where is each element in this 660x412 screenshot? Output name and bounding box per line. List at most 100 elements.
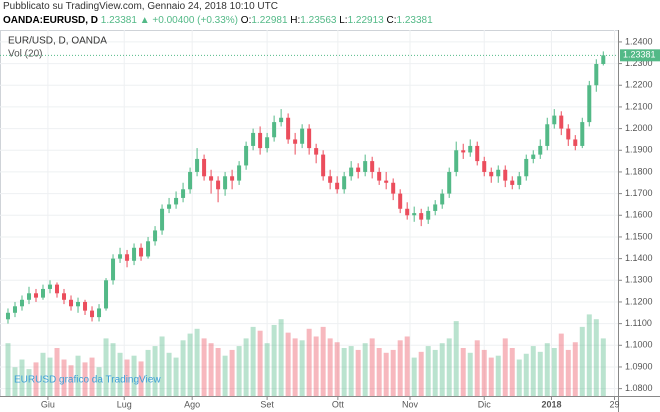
candle-body xyxy=(90,310,95,318)
volume-bar xyxy=(152,346,158,396)
candle-body xyxy=(454,150,459,172)
y-tick-label: 1.2200 xyxy=(625,80,653,90)
candle-body xyxy=(216,180,221,190)
candle-body xyxy=(300,128,305,144)
volume-bar xyxy=(264,343,270,396)
candle-body xyxy=(167,204,172,209)
candle-body xyxy=(5,312,10,320)
candle-body xyxy=(321,154,326,177)
volume-bar xyxy=(404,336,410,396)
candle-body xyxy=(139,247,144,257)
volume-bar xyxy=(159,336,165,396)
candle-body xyxy=(26,293,31,300)
volume-bar xyxy=(572,342,578,396)
candle-body xyxy=(370,161,375,172)
candle-body xyxy=(132,247,137,261)
volume-bar xyxy=(201,338,207,396)
volume-bar xyxy=(278,319,284,396)
volume-bar xyxy=(516,359,522,396)
candle-body xyxy=(41,288,46,298)
candle-body xyxy=(566,128,571,140)
volume-bar xyxy=(551,348,557,396)
volume-bar xyxy=(208,343,214,396)
y-tick-label: 1.1400 xyxy=(625,253,653,263)
candle-body xyxy=(223,176,228,190)
candle-body xyxy=(391,182,396,194)
y-tick-label: 1.1600 xyxy=(625,210,653,220)
volume-bar xyxy=(40,352,46,396)
candle-body xyxy=(363,161,368,172)
volume-bar xyxy=(5,343,11,396)
candle-body xyxy=(209,176,214,181)
volume-bar xyxy=(530,346,536,396)
candle-body xyxy=(48,284,53,289)
legend-volume: Vol (20) xyxy=(8,49,42,60)
y-tick-label: 1.1700 xyxy=(625,188,653,198)
y-tick-label: 1.1300 xyxy=(625,275,653,285)
candle-body xyxy=(510,180,515,185)
volume-bar xyxy=(544,343,550,396)
candle-body xyxy=(531,154,536,159)
y-tick-label: 1.1200 xyxy=(625,296,653,306)
volume-bar xyxy=(383,352,389,396)
y-tick-label: 1.0800 xyxy=(625,383,653,393)
candle-body xyxy=(433,204,438,211)
grid xyxy=(0,30,618,396)
candle-body xyxy=(160,208,165,231)
candle-body xyxy=(62,293,67,300)
ohlc-value: 1.22981 xyxy=(251,15,288,26)
candle-body xyxy=(384,180,389,183)
candle-body xyxy=(230,176,235,181)
volume-bar xyxy=(117,352,123,396)
candle-body xyxy=(83,301,88,311)
volume-bar xyxy=(222,355,228,396)
volume-bar xyxy=(474,340,480,396)
published-note: Pubblicato su TradingView.com, Gennaio 2… xyxy=(3,1,278,12)
volume-bar xyxy=(271,324,277,396)
x-tick-label: 2018 xyxy=(541,399,561,409)
candle-body xyxy=(146,241,151,257)
volume-bar xyxy=(439,343,445,396)
candle-body xyxy=(181,189,186,198)
candle-body xyxy=(342,176,347,190)
last-price-tag xyxy=(620,49,660,62)
candle-body xyxy=(258,132,263,149)
candle-body xyxy=(244,145,249,166)
y-tick-label: 1.2300 xyxy=(625,58,653,68)
volume-bar xyxy=(33,362,39,396)
volume-bar xyxy=(187,333,193,396)
candle-body xyxy=(524,158,529,177)
candle-body xyxy=(545,124,550,146)
volume-bar xyxy=(495,355,501,396)
y-tick-label: 1.1000 xyxy=(625,340,653,350)
volume-bar xyxy=(579,326,585,396)
ohlc-value: 1.23381 xyxy=(396,15,433,26)
watermark: EURUSD grafico da TradingView xyxy=(14,375,161,386)
x-tick-label: Set xyxy=(260,399,274,409)
volume-bar xyxy=(355,349,361,396)
candle-body xyxy=(153,230,158,242)
ohlc-value: 1.23563 xyxy=(300,15,337,26)
volume-bar xyxy=(243,338,249,396)
candle-body xyxy=(503,169,508,181)
symbol-bar: OANDA:EURUSD, D 1.23381 ▲ +0.00400 (+0.3… xyxy=(3,15,433,26)
volume-bar xyxy=(285,332,291,396)
volume-bar xyxy=(341,348,347,396)
volume-bar xyxy=(250,326,256,396)
volume-bar xyxy=(362,343,368,396)
candle-body xyxy=(12,306,17,313)
candle-body xyxy=(195,158,200,172)
candle-body xyxy=(461,150,466,153)
volume-bar xyxy=(96,367,102,396)
x-tick-label: Giu xyxy=(41,399,55,409)
candle-body xyxy=(97,308,102,318)
ohlc: O:1.22981 H:1.23563 L:1.22913 C:1.23381 xyxy=(241,15,433,26)
candle-body xyxy=(251,132,256,146)
volume-bar xyxy=(600,338,606,396)
change: ▲ +0.00400 (+0.33%) xyxy=(139,15,239,26)
ohlc-value: 1.22913 xyxy=(347,15,384,26)
candle-body xyxy=(314,148,319,155)
candle-body xyxy=(76,301,81,307)
